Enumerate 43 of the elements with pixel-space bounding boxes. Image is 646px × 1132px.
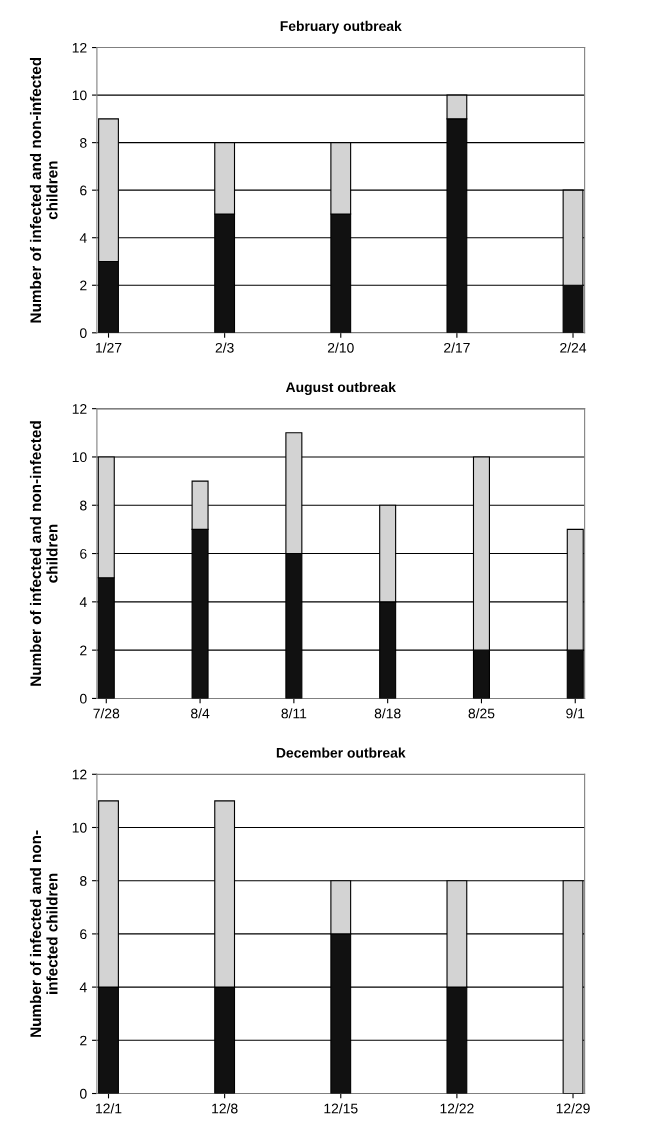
y-tick-label: 6 — [80, 185, 87, 196]
y-tick-label: 4 — [79, 982, 87, 993]
y-tick-label: 6 — [80, 548, 87, 559]
x-tick-label: 12/1 — [96, 1103, 122, 1114]
y-tick-label: 6 — [80, 929, 87, 940]
x-tick-label: 7/28 — [93, 708, 120, 719]
x-tick-label: 8/18 — [374, 708, 401, 719]
x-tick-label: 2/10 — [327, 342, 354, 353]
x-tick-label: 2/24 — [560, 342, 587, 353]
x-tick-label: 12/15 — [324, 1103, 358, 1114]
y-tick-label: 2 — [80, 1035, 87, 1046]
x-tick-label: 12/22 — [440, 1103, 474, 1114]
y-axis-title: Number of infected and non- infected children — [29, 830, 58, 1037]
y-tick-label: 12 — [72, 403, 87, 414]
x-tick-label: 2/3 — [215, 342, 234, 353]
x-tick-label: 1/27 — [96, 342, 122, 353]
y-tick-label: 4 — [79, 233, 87, 243]
y-tick-label: 4 — [79, 597, 87, 607]
y-tick-label: 12 — [72, 769, 87, 780]
x-tick-label: 2/17 — [444, 342, 470, 353]
y-tick-label: 12 — [72, 42, 87, 53]
x-tick-label: 12/8 — [212, 1103, 238, 1114]
chart-title: December outbreak — [276, 747, 406, 758]
x-tick-label: 8/25 — [468, 708, 495, 719]
y-tick-label: 0 — [80, 693, 87, 704]
y-tick-label: 10 — [72, 90, 87, 101]
y-tick-label: 8 — [80, 137, 87, 148]
x-tick-label: 9/1 — [566, 708, 585, 719]
x-tick-label: 8/11 — [281, 708, 307, 719]
y-axis-title: Number of infected and non-infected children — [29, 421, 58, 686]
y-axis-title: Number of infected and non-infected children — [29, 57, 58, 323]
y-tick-label: 10 — [72, 452, 87, 463]
y-tick-label: 0 — [80, 1088, 87, 1099]
y-tick-label: 8 — [80, 876, 87, 886]
y-tick-label: 10 — [72, 822, 87, 833]
y-tick-label: 2 — [80, 280, 87, 291]
y-tick-label: 0 — [80, 328, 87, 338]
x-tick-label: 8/4 — [191, 708, 210, 719]
y-tick-label: 8 — [80, 500, 87, 511]
chart-title: August outbreak — [285, 381, 396, 395]
y-tick-label: 2 — [80, 645, 87, 656]
x-tick-label: 12/29 — [556, 1103, 590, 1114]
chart-title: February outbreak — [280, 20, 402, 34]
